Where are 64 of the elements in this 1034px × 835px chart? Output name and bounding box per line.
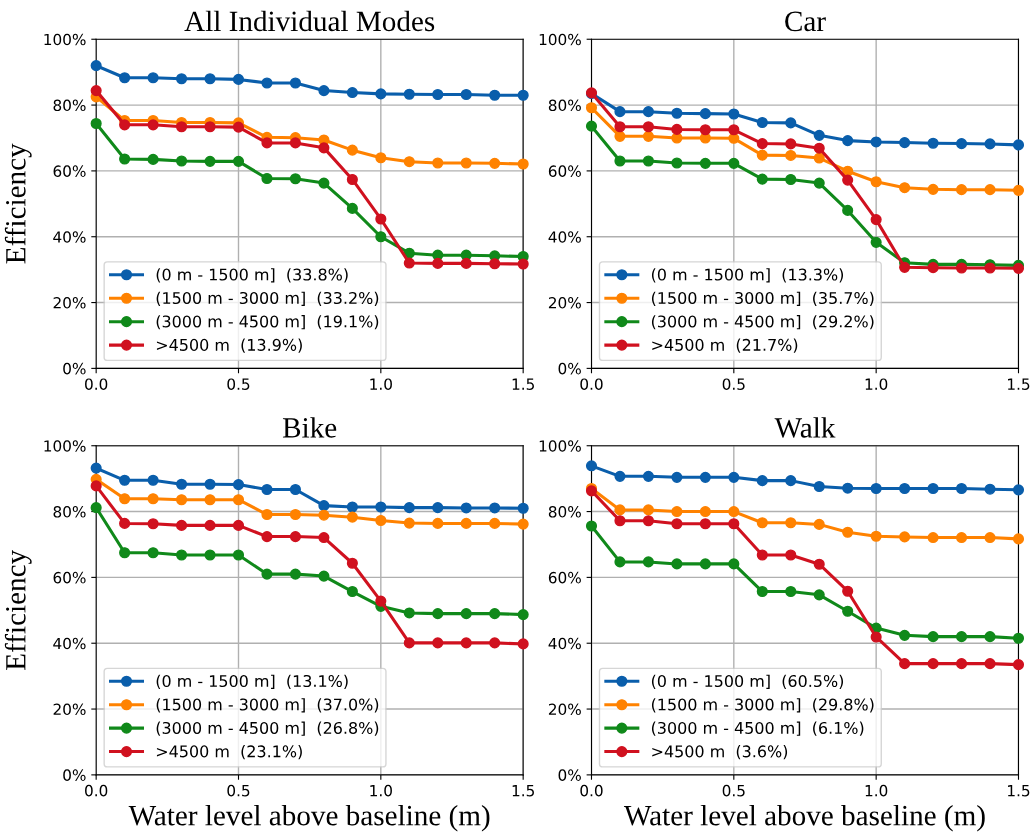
legend-label: (3000 m - 4500 m] (6.1%) [651, 721, 864, 736]
x-tick-label: 1.0 [865, 378, 888, 390]
x-tick-label: 0.5 [722, 784, 745, 797]
legend-label: (3000 m - 4500 m] (19.1%) [156, 315, 379, 330]
legend-label: (0 m - 1500 m] (13.3%) [651, 268, 844, 283]
x-tick-label: 1.5 [512, 785, 534, 797]
chart-title: Bike [282, 417, 337, 438]
x-tick-label: 1.5 [1008, 378, 1030, 390]
y-tick-label: 60% [548, 571, 581, 584]
x-tick-label: 0.5 [227, 378, 250, 390]
x-tick-label: 0.5 [227, 784, 250, 797]
x-tick-label: 1.0 [865, 784, 888, 797]
legend-label: (0 m - 1500 m] (13.1%) [156, 674, 348, 689]
y-tick-label: 40% [548, 231, 581, 243]
y-tick-label: 80% [53, 99, 86, 112]
y-tick-label: 0% [558, 362, 581, 375]
y-tick-label: 100% [539, 33, 581, 46]
chart-title: Walk [774, 417, 836, 438]
y-tick-label: 60% [548, 165, 581, 177]
x-tick-label: 0.0 [580, 784, 603, 797]
legend-label: (1500 m - 3000 m] (35.7%) [651, 291, 874, 306]
legend-label: >4500 m (21.7%) [652, 338, 798, 353]
y-tick-label: 0% [63, 362, 86, 375]
y-tick-label: 0% [558, 769, 581, 781]
y-tick-label: 100% [44, 440, 86, 452]
legend-label: (1500 m - 3000 m] (29.8%) [651, 698, 874, 713]
legend-label: (1500 m - 3000 m] (37.0%) [156, 698, 379, 713]
x-tick-label: 0.0 [580, 378, 603, 390]
chart-title: Car [785, 11, 826, 32]
y-tick-label: 40% [548, 637, 581, 650]
y-tick-label: 20% [548, 703, 581, 716]
legend-label: (3000 m - 4500 m] (26.8%) [156, 721, 379, 736]
x-tick-label: 0.0 [85, 378, 108, 390]
x-axis-title: Water level above baseline (m) [623, 804, 985, 832]
legend-label: (3000 m - 4500 m] (29.2%) [651, 315, 874, 330]
legend-label: >4500 m (3.6%) [652, 745, 788, 760]
y-tick-label: 100% [44, 33, 86, 46]
x-tick-label: 1.5 [512, 378, 534, 390]
x-tick-label: 1.0 [370, 784, 392, 797]
legend-label: (0 m - 1500 m] (60.5%) [651, 674, 844, 689]
x-tick-label: 1.0 [370, 378, 392, 390]
legend-label: >4500 m (23.1%) [156, 745, 302, 760]
legend-label: >4500 m (13.9%) [156, 338, 302, 353]
y-tick-label: 40% [53, 637, 86, 650]
y-tick-label: 20% [53, 703, 86, 716]
y-tick-label: 80% [548, 99, 581, 112]
y-tick-label: 20% [548, 297, 581, 309]
y-tick-label: 80% [53, 506, 86, 518]
x-tick-label: 0.0 [85, 784, 108, 797]
y-tick-label: 80% [548, 506, 581, 518]
y-tick-label: 0% [63, 769, 86, 781]
y-tick-label: 60% [53, 165, 86, 177]
legend-label: (1500 m - 3000 m] (33.2%) [156, 291, 379, 306]
y-tick-label: 20% [53, 297, 86, 309]
x-tick-label: 0.5 [722, 378, 745, 390]
chart-title: All Individual Modes [184, 10, 435, 32]
x-tick-label: 1.5 [1008, 785, 1030, 797]
y-axis-title: Efficiency [4, 549, 32, 670]
y-tick-label: 100% [539, 440, 581, 452]
x-axis-title: Water level above baseline (m) [128, 804, 490, 832]
y-axis-title: Efficiency [4, 143, 32, 264]
y-tick-label: 40% [53, 231, 86, 243]
y-tick-label: 60% [53, 571, 86, 584]
legend-label: (0 m - 1500 m] (33.8%) [156, 268, 348, 283]
